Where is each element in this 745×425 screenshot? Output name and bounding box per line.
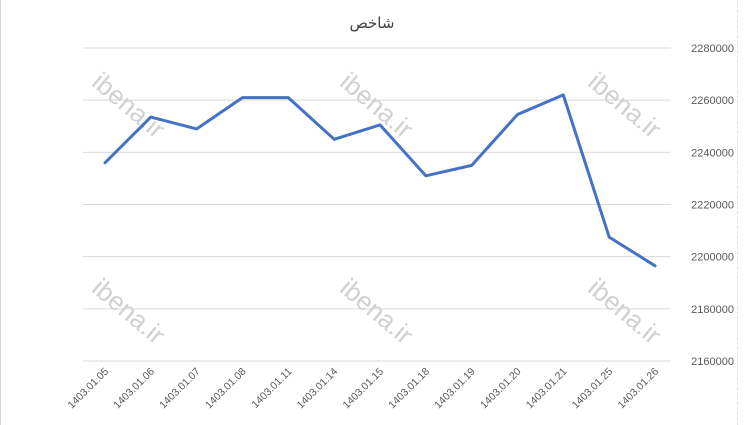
x-tick-label: 1403.01.25 [570,366,616,412]
x-tick-label: 1403.01.11 [249,366,294,411]
x-tick-label: 1403.01.05 [65,366,111,412]
x-tick-label: 1403.01.21 [524,366,570,412]
y-tick-label: 2240000 [691,147,734,159]
series-line [103,93,657,268]
y-tick-label: 2260000 [691,95,734,107]
y-tick-label: 2160000 [691,356,734,368]
watermark-text: ibena.ir [86,272,171,350]
x-tick-label: 1403.01.08 [203,366,249,412]
x-tick-label: 1403.01.07 [157,366,203,412]
x-tick-label: 1403.01.19 [432,366,478,412]
chart-title: شاخص [350,14,395,32]
x-tick-label: 1403.01.18 [386,366,432,412]
y-tick-label: 2200000 [691,252,734,264]
series-group [103,93,657,268]
y-axis: 2160000 2180000 2200000 2220000 2240000 22600… [691,43,734,368]
y-tick-label: 2280000 [691,43,734,55]
watermark-text: ibena.ir [582,272,667,350]
watermark-text: ibena.ir [582,66,667,144]
gridlines [83,47,671,362]
x-tick-label: 1403.01.26 [615,366,661,412]
x-tick-label: 1403.01.15 [340,366,386,412]
chart-border [737,0,745,425]
watermark-text: ibena.ir [334,66,419,144]
x-axis: 1403.01.05 1403.01.06 1403.01.07 1403.01.08… [65,366,661,412]
watermarks: ibena.ir ibena.ir ibena.ir ibena.ir ibena.ir… [86,66,667,350]
watermark-text: ibena.ir [86,66,171,144]
x-tick-label: 1403.01.14 [295,366,341,412]
x-tick-label: 1403.01.06 [111,366,157,412]
watermark-text: ibena.ir [334,272,419,350]
x-tick-label: 1403.01.20 [478,366,524,412]
y-tick-label: 2220000 [691,200,734,212]
y-tick-label: 2180000 [691,304,734,316]
